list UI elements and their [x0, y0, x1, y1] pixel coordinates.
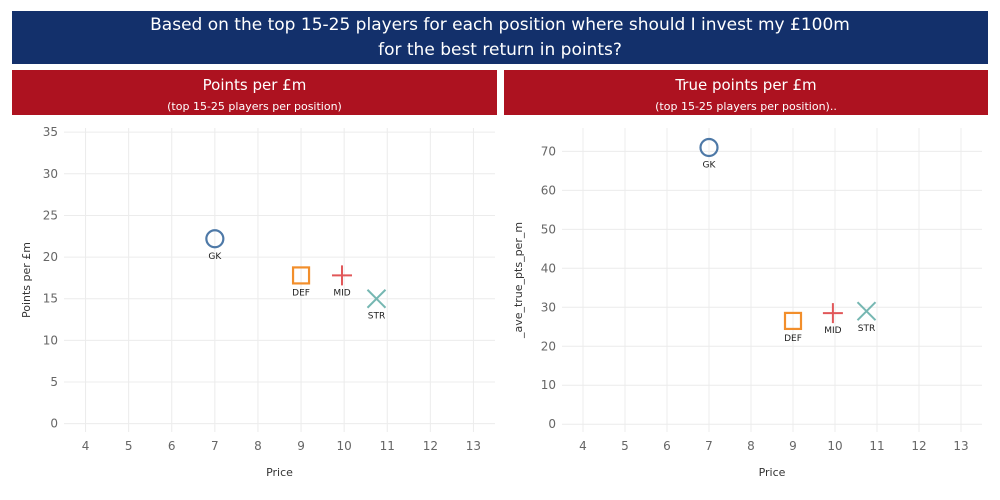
x-axis-title: Price	[759, 466, 786, 479]
y-tick-label: 30	[43, 167, 58, 181]
dashboard-title: Based on the top 15-25 players for each …	[12, 11, 988, 64]
x-tick-label: 13	[953, 439, 968, 453]
point-mid-marker	[822, 303, 843, 324]
point-def-label: DEF	[292, 288, 310, 298]
y-tick-label: 0	[548, 417, 556, 431]
true-points-per-m-scatter-chart: 4 5 6 7 8 9 10 11 12 13 0 10 20 30 40 50 60 70 Price _ave_t…	[512, 128, 982, 479]
y-tick-label: 5	[50, 375, 58, 389]
panel-title: True points per £m	[675, 76, 817, 94]
x-tick-label: 7	[705, 439, 713, 453]
point-def-marker	[783, 311, 803, 331]
point-str-label: STR	[368, 312, 385, 322]
y-tick-label: 0	[50, 417, 58, 431]
x-tick-label: 8	[747, 439, 755, 453]
point-def-marker	[291, 266, 311, 285]
y-tick-label: 15	[43, 292, 58, 306]
point-def-label: DEF	[784, 334, 802, 344]
y-axis-title: _ave_true_pts_per_m	[512, 222, 525, 339]
point-str-label: STR	[858, 324, 875, 334]
x-tick-label: 10	[827, 439, 842, 453]
x-tick-label: 7	[211, 439, 219, 453]
y-tick-label: 30	[541, 300, 556, 314]
x-tick-label: 4	[82, 439, 90, 453]
point-gk-marker	[699, 137, 719, 158]
x-tick-label: 8	[254, 439, 262, 453]
x-tick-label: 6	[663, 439, 671, 453]
x-tick-label: 10	[337, 439, 352, 453]
point-gk-label: GK	[208, 252, 222, 262]
y-tick-label: 40	[541, 261, 556, 275]
x-tick-label: 12	[423, 439, 438, 453]
x-tick-label: 4	[579, 439, 587, 453]
y-tick-label: 50	[541, 222, 556, 236]
x-tick-label: 9	[297, 439, 305, 453]
point-str-marker	[856, 301, 877, 321]
panel-title: Points per £m	[202, 76, 307, 94]
y-tick-label: 20	[541, 339, 556, 353]
x-tick-label: 11	[380, 439, 395, 453]
panel-header-true-points-per-m: True points per £m (top 15-25 players pe…	[504, 70, 988, 115]
points-per-m-scatter-chart: 4 5 6 7 8 9 10 11 12 13 0 5 10 15 20 25 30 35 Price Points …	[20, 125, 495, 479]
panel-subtitle: (top 15-25 players per position)	[167, 100, 342, 113]
y-tick-label: 10	[43, 333, 58, 347]
x-axis-title: Price	[266, 466, 293, 479]
x-tick-label: 11	[869, 439, 884, 453]
x-tick-label: 5	[125, 439, 133, 453]
point-gk-label: GK	[703, 160, 717, 170]
point-mid-label: MID	[333, 288, 350, 298]
y-tick-label: 35	[43, 125, 58, 139]
x-tick-label: 13	[466, 439, 481, 453]
y-tick-label: 60	[541, 183, 556, 197]
point-mid-label: MID	[824, 326, 841, 336]
y-tick-label: 20	[43, 250, 58, 264]
panel-subtitle: (top 15-25 players per position)..	[655, 100, 837, 113]
x-tick-label: 6	[168, 439, 176, 453]
panel-header-points-per-m: Points per £m (top 15-25 players per pos…	[12, 70, 497, 115]
x-tick-label: 12	[911, 439, 926, 453]
x-tick-label: 9	[789, 439, 797, 453]
point-mid-marker	[331, 265, 352, 286]
y-tick-label: 10	[541, 378, 556, 392]
point-gk-marker	[205, 229, 225, 249]
y-tick-label: 25	[43, 208, 58, 222]
y-axis-title: Points per £m	[20, 242, 33, 318]
y-tick-label: 70	[541, 144, 556, 158]
x-tick-label: 5	[621, 439, 629, 453]
point-str-marker	[366, 289, 387, 309]
